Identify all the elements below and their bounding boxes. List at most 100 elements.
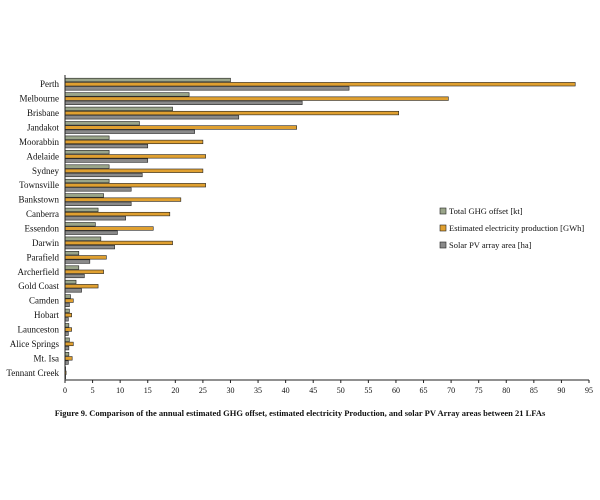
x-tick-label: 60 [392,386,400,395]
bar [64,337,70,342]
bar [64,222,96,227]
bar [64,82,576,87]
bar [64,115,240,120]
category-label: Canberra [26,209,59,219]
category-label: Mt. Isa [34,353,60,363]
category-label: Bankstown [19,195,60,205]
category-label: Essendon [25,224,60,234]
legend-label: Estimated electricity production [GWh] [449,223,584,233]
bar [64,288,82,293]
category-label: Perth [40,79,59,89]
x-tick-label: 30 [226,386,234,395]
bar [64,106,173,111]
bar [64,110,400,116]
bar [64,226,154,231]
bar [64,259,91,264]
x-tick-label: 35 [254,386,262,395]
bar [64,197,182,202]
bar [64,312,72,318]
legend-swatch [439,207,447,215]
category-label: Moorabbin [19,137,59,147]
bar [64,302,70,307]
bar [64,265,80,270]
x-tick-label: 20 [171,386,179,395]
bar [64,294,71,299]
bar [64,144,149,149]
category-label: Gold Coast [18,281,59,291]
bar [64,96,449,101]
bar [64,236,102,241]
bar [64,341,74,347]
bar [64,139,204,145]
x-ticks: 0 5 10 15 20 25 30 35 40 45 50 55 60 65 70 75 80 85 90 95 [63,380,593,395]
bar [64,168,204,173]
x-tick-label: 5 [91,386,95,395]
category-label: Camden [29,296,59,306]
bar [64,183,206,188]
bar [64,284,99,289]
category-label: Darwin [32,238,59,248]
category-label: Adelaide [27,151,59,161]
figure-caption: Figure 9. Comparison of the annual estim… [54,408,546,418]
bar [64,150,110,155]
bar [64,92,190,97]
bar [64,298,74,303]
bar [64,158,149,163]
category-label: Hobart [34,310,59,320]
bar [64,356,73,361]
category-label: Townsville [19,180,59,190]
bar [64,211,171,217]
bar [64,240,173,246]
x-tick-label: 50 [337,386,345,395]
legend-label: Total GHG offset [kt] [449,206,523,216]
bar [64,187,132,192]
x-tick-label: 65 [420,386,428,395]
x-tick-label: 45 [309,386,317,395]
x-tick-label: 90 [557,386,565,395]
bar [64,164,110,169]
legend-swatch [439,241,447,249]
bars-group [64,77,576,380]
category-label: Launceston [18,325,60,335]
bar [64,178,110,184]
bar [64,77,231,83]
x-tick-label: 10 [116,386,124,395]
x-tick-label: 70 [447,386,455,395]
bar [64,346,70,351]
bar [64,308,70,313]
category-label: Sydney [32,166,60,176]
bar [64,135,110,140]
bar [64,193,104,198]
category-label: Parafield [27,252,60,262]
category-label: Tennant Creek [6,368,59,378]
legend-label: Solar PV array area [ha] [449,240,532,250]
bar [64,100,303,105]
bar [64,273,85,279]
bar [64,172,143,178]
legend: Total GHG offset [kt] Estimated electrici… [439,206,584,250]
x-tick-label: 25 [199,386,207,395]
bar [64,230,118,235]
bar [64,255,107,260]
bar [64,327,72,332]
category-labels: Perth Melbourne Brisbane Jandakot Moorabbin A… [6,79,59,378]
bar [64,86,350,91]
category-label: Archerfield [18,267,60,277]
bar [64,251,80,256]
bar [64,125,297,130]
bar [64,352,70,357]
x-tick-label: 0 [63,386,67,395]
category-label: Jandakot [27,123,59,133]
x-tick-label: 15 [144,386,152,395]
legend-swatch [439,224,447,232]
x-tick-label: 80 [502,386,510,395]
category-label: Brisbane [27,108,59,118]
bar [64,201,132,206]
bar [64,323,70,328]
bar [64,245,115,250]
bar [64,121,140,126]
bar [64,207,99,212]
x-tick-label: 75 [475,386,483,395]
x-tick-label: 95 [585,386,593,395]
